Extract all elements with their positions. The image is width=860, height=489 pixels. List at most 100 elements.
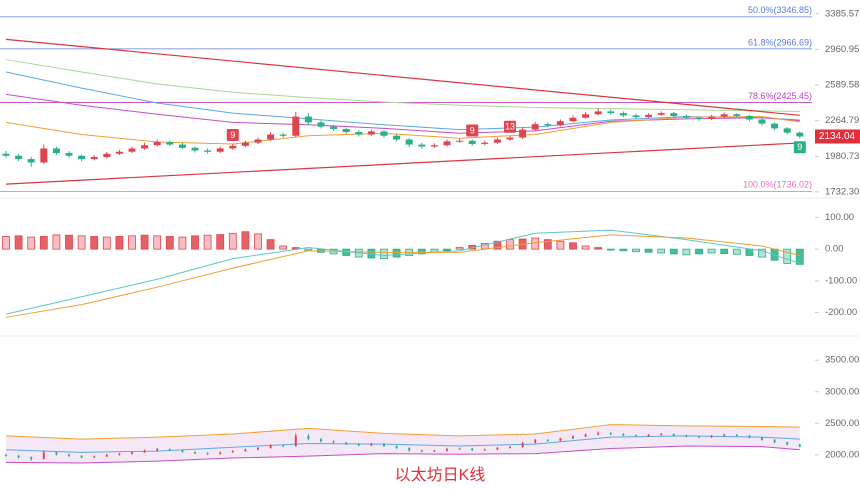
mini-candle-body — [105, 454, 108, 457]
candle-body — [632, 115, 640, 118]
mini-candle-body — [483, 449, 486, 451]
candle-body — [582, 114, 590, 118]
moving-average — [5, 116, 800, 145]
candle-body — [519, 129, 527, 138]
y-tick-label: 100.00 — [825, 212, 854, 223]
y-tick-label: 3385.57 — [825, 8, 859, 19]
band-line — [5, 424, 800, 440]
mini-candle-body — [509, 446, 511, 448]
mini-candle-body — [685, 435, 688, 437]
candle-body — [166, 142, 174, 145]
mini-candle-body — [572, 436, 574, 439]
macd-bar — [392, 248, 401, 258]
mini-candle-body — [93, 456, 96, 458]
mini-candle-body — [635, 435, 637, 437]
mini-candle-body — [609, 433, 612, 435]
mini-candle-body — [584, 434, 587, 437]
candle-body — [355, 132, 363, 135]
candle-body — [569, 117, 577, 122]
candle-body — [783, 128, 791, 133]
macd-bar — [342, 248, 351, 256]
mini-candle-body — [332, 441, 335, 443]
macd-bar — [506, 239, 514, 250]
candle-body — [619, 113, 627, 116]
mini-candle-body — [672, 434, 675, 436]
candle-body — [15, 155, 23, 160]
macd-bar — [707, 248, 716, 254]
candle-body — [708, 116, 716, 119]
macd-bar — [795, 248, 804, 265]
candle-body — [456, 140, 464, 142]
macd-bar — [266, 239, 275, 250]
candle-body — [65, 153, 73, 156]
candle-body — [78, 155, 86, 160]
candle-body — [229, 145, 237, 149]
mini-candle-body — [433, 450, 436, 452]
mini-candle-body — [798, 444, 801, 447]
candle-body — [40, 148, 48, 163]
macd-bar — [669, 248, 678, 255]
candle-body — [191, 147, 199, 151]
trend-line — [5, 142, 800, 185]
mini-candle-body — [345, 442, 348, 445]
mini-candle-body — [168, 449, 171, 451]
macd-bar — [682, 248, 691, 256]
candle-body — [52, 148, 60, 154]
mini-candle-body — [471, 448, 474, 451]
candle-body — [2, 153, 10, 156]
mini-candle-body — [660, 434, 663, 436]
mini-candle-body — [257, 447, 259, 450]
y-tick-label: 1732.30 — [825, 186, 859, 197]
macd-bar — [153, 235, 162, 250]
candle-body — [128, 148, 136, 152]
candle-body — [745, 115, 753, 120]
trend-line — [5, 38, 800, 116]
macd-bar — [632, 248, 640, 253]
candle-body — [103, 153, 111, 158]
chart-caption: 以太坊日K线 — [395, 466, 486, 484]
macd-bar — [27, 236, 36, 250]
sequence-label: 13 — [505, 122, 515, 132]
macd-bar — [606, 248, 615, 251]
mini-candle-body — [458, 448, 461, 450]
y-tick-label: 2000.00 — [825, 449, 859, 460]
candle-body — [405, 139, 413, 145]
macd-bar — [569, 242, 577, 250]
candle-body — [304, 116, 312, 123]
macd-bar — [203, 234, 212, 250]
macd-bar — [140, 234, 149, 250]
candle-body — [443, 141, 451, 146]
fib-label: 50.0%(3346.85) — [748, 5, 812, 15]
candle-body — [292, 116, 300, 136]
sequence-marker — [504, 120, 516, 133]
band-line — [5, 445, 800, 464]
mini-candle-body — [622, 434, 625, 436]
mini-candle-body — [420, 450, 423, 452]
macd-bar — [14, 235, 23, 250]
moving-average — [5, 59, 800, 112]
mini-candle-body — [269, 445, 272, 448]
macd-bar — [758, 248, 766, 258]
y-tick-label: 1980.73 — [825, 151, 859, 162]
candle-body — [115, 151, 123, 154]
candle-body — [153, 142, 161, 146]
macd-bar — [77, 235, 86, 250]
candle-body — [796, 132, 804, 137]
mini-candle-body — [710, 435, 713, 438]
candle-body — [682, 115, 690, 118]
macd-bar — [581, 245, 590, 250]
macd-bar — [228, 232, 237, 250]
mini-candle-body — [357, 444, 360, 446]
candle-body — [670, 113, 678, 116]
macd-line — [5, 234, 800, 318]
candle-body — [178, 144, 186, 148]
mini-candle-body — [156, 449, 159, 451]
macd-bar — [90, 236, 99, 250]
mini-candle-body — [282, 445, 285, 447]
candle-body — [380, 131, 388, 136]
candle-body — [27, 159, 35, 163]
candle-body — [430, 145, 438, 147]
mini-candle-body — [698, 436, 700, 438]
mini-candle-body — [761, 437, 763, 440]
candle-body — [342, 128, 350, 133]
